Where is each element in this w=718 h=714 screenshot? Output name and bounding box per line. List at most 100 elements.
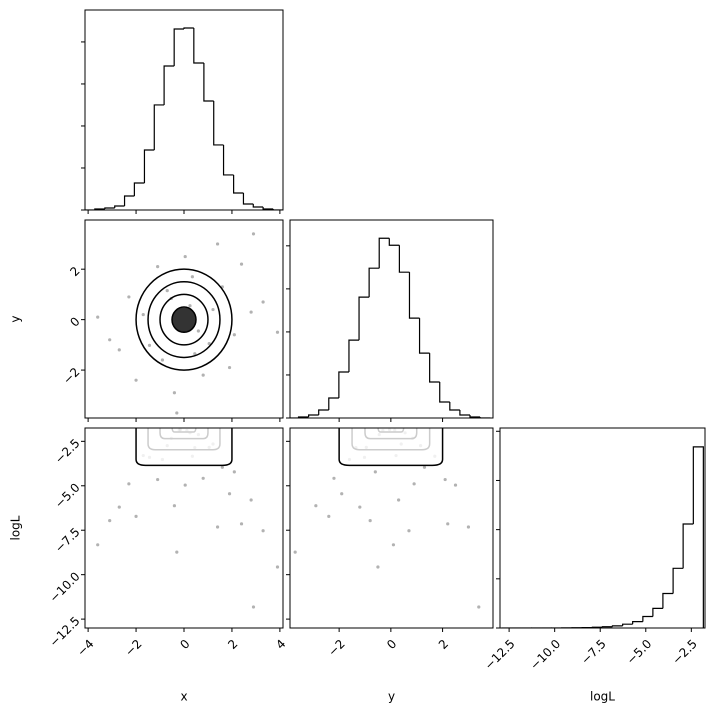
hist-bar xyxy=(114,205,125,208)
sample-point xyxy=(477,605,481,609)
sample-point xyxy=(127,482,131,486)
panel-content xyxy=(501,446,704,628)
panel-frame xyxy=(289,219,494,419)
sample-point xyxy=(175,411,179,415)
hist-bar xyxy=(328,397,339,410)
contour xyxy=(338,428,444,467)
sample-point xyxy=(275,330,280,334)
sample-point xyxy=(466,525,471,529)
panel-content xyxy=(96,232,280,415)
sample-point xyxy=(239,262,244,266)
sample-point xyxy=(443,477,447,482)
sample-point xyxy=(160,358,165,362)
y-tick-label: −7.5 xyxy=(52,525,83,556)
sample-point xyxy=(201,476,205,480)
sample-point xyxy=(215,242,220,246)
sample-point xyxy=(117,505,121,509)
x-tick-label: −2.5 xyxy=(669,637,700,668)
x-tick-label: 4 xyxy=(273,637,288,652)
panel-content xyxy=(293,428,481,609)
hist-bar xyxy=(418,318,430,354)
x-tick-label: −4 xyxy=(74,637,96,659)
y-tick-label: −2 xyxy=(60,365,82,387)
x-tick-label: −10.0 xyxy=(527,637,563,673)
hist-bar xyxy=(133,182,145,196)
sample-point xyxy=(251,232,256,236)
sample-point xyxy=(232,470,236,474)
hist-bar xyxy=(252,204,264,208)
sample-point xyxy=(412,482,416,486)
x-tick-label: 2 xyxy=(225,637,240,652)
sample-point xyxy=(261,300,265,304)
hist-bar xyxy=(213,101,224,146)
sample-point xyxy=(196,329,200,333)
x-tick-label: 0 xyxy=(384,637,399,652)
sample-point xyxy=(251,605,256,609)
hist-bar xyxy=(429,353,440,383)
sample-point xyxy=(373,470,377,474)
panel-content xyxy=(96,428,280,609)
hist-bar xyxy=(153,104,165,150)
hist-bar xyxy=(692,446,704,628)
hist-bar xyxy=(183,27,194,29)
hist-bar xyxy=(163,65,175,105)
sample-point xyxy=(201,373,205,377)
sample-point xyxy=(340,492,344,496)
sample-point xyxy=(211,307,215,312)
hist-bar xyxy=(272,208,283,210)
hist-bar xyxy=(242,193,254,205)
sample-point xyxy=(156,265,160,269)
sample-point xyxy=(183,254,187,259)
sample-point xyxy=(183,483,187,487)
hist-bar xyxy=(459,409,470,416)
hist-bar xyxy=(601,626,613,628)
sample-point xyxy=(358,505,362,509)
x-tick-label: −2 xyxy=(122,637,144,659)
hist-bar xyxy=(368,267,380,298)
hist-bar xyxy=(398,245,410,273)
sample-point xyxy=(108,338,112,342)
sample-point xyxy=(249,498,253,502)
x-axis-label: y xyxy=(388,690,395,704)
panel-content xyxy=(85,27,283,210)
hist-bar xyxy=(308,414,319,417)
y-axis-label: logL xyxy=(9,515,23,540)
hist-bar xyxy=(123,195,135,206)
sample-point xyxy=(332,476,336,480)
y-tick-label: 0 xyxy=(67,314,82,329)
y-tick-label: −2.5 xyxy=(52,436,83,467)
density-core xyxy=(172,307,196,332)
sample-point xyxy=(165,289,169,293)
panel-frame xyxy=(289,427,494,629)
x-tick-label: −2 xyxy=(325,637,347,659)
panel-content xyxy=(290,237,491,418)
sample-point xyxy=(227,492,232,496)
hist-bar xyxy=(642,615,653,622)
x-tick-label: 0 xyxy=(177,637,192,652)
hist-bar xyxy=(173,28,184,66)
hist-bar xyxy=(662,592,674,609)
hist-bar xyxy=(388,238,400,246)
hist-bar xyxy=(233,174,244,194)
x-tick-label: −5.0 xyxy=(624,637,655,668)
hist-bar xyxy=(652,607,663,617)
sample-point xyxy=(207,341,211,346)
sample-point xyxy=(96,315,100,319)
sample-point xyxy=(407,529,411,533)
y-tick-label: 2 xyxy=(67,264,82,279)
hist-bar xyxy=(469,414,481,418)
sample-point xyxy=(96,543,100,547)
sample-point xyxy=(275,565,280,569)
contour xyxy=(159,293,209,346)
hist-bar xyxy=(439,382,450,403)
y-tick-label: −10.0 xyxy=(47,569,83,605)
hist-bar xyxy=(378,237,390,269)
x-tick-label: −12.5 xyxy=(482,637,518,673)
hist-bar xyxy=(222,144,234,176)
sample-point xyxy=(127,295,131,299)
sample-point xyxy=(175,550,179,554)
sample-point xyxy=(232,333,236,337)
sample-point xyxy=(391,543,396,547)
sample-point xyxy=(314,504,318,508)
